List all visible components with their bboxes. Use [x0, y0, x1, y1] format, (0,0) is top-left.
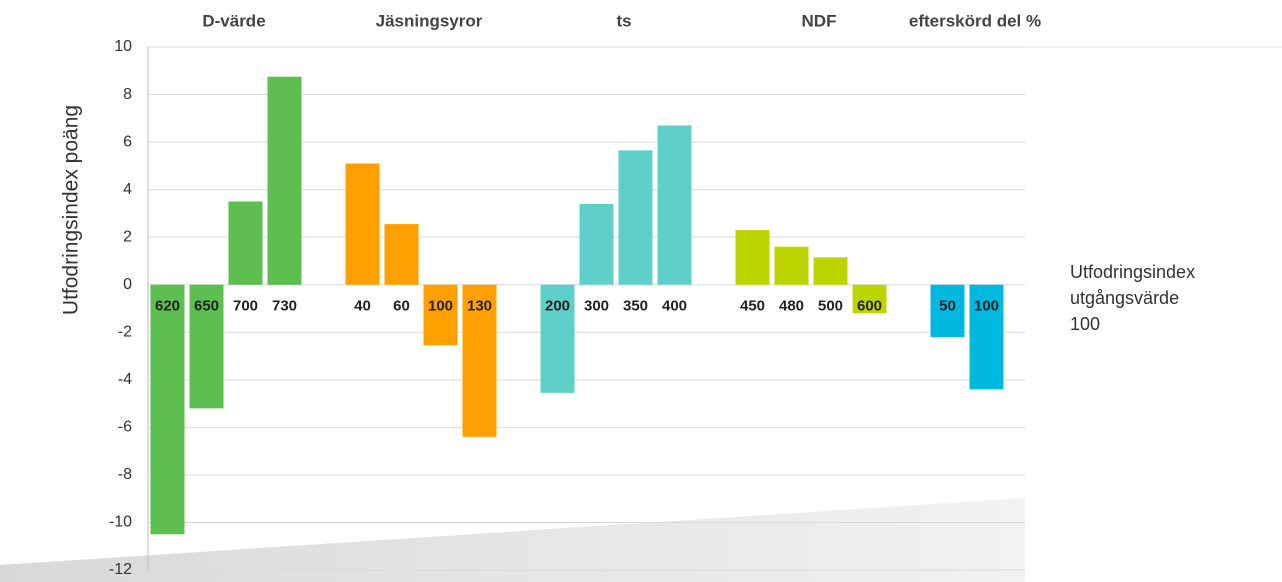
x-tick-label: 300	[584, 298, 609, 315]
y-tick-label: -12	[109, 561, 132, 578]
x-tick-label: 600	[857, 298, 882, 315]
y-tick-label: 10	[114, 38, 132, 55]
y-tick-label: -10	[109, 514, 132, 531]
y-tick-label: -8	[118, 466, 132, 483]
annotation: Utfodringsindex utgångsvärde 100	[1070, 262, 1195, 334]
decor-wedge	[0, 498, 1025, 582]
bar	[930, 284, 965, 338]
x-tick-label: 50	[939, 298, 956, 315]
bar	[150, 284, 185, 535]
x-tick-label: 650	[194, 298, 219, 315]
annotation-line: 100	[1070, 314, 1100, 334]
bar	[540, 284, 575, 393]
x-tick-label: 350	[623, 298, 648, 315]
bar	[189, 284, 224, 409]
group-label: Jäsningsyror	[376, 11, 483, 30]
y-tick-label: 0	[123, 276, 132, 293]
x-tick-label: 60	[393, 298, 410, 315]
group-label: ts	[616, 11, 631, 30]
x-tick-label: 100	[428, 298, 453, 315]
x-tick-label: 700	[233, 298, 258, 315]
x-tick-label: 400	[662, 298, 687, 315]
bar	[852, 284, 887, 314]
bar	[384, 224, 419, 285]
bar	[735, 230, 770, 285]
bar	[267, 76, 302, 285]
x-tick-label: 450	[740, 298, 765, 315]
x-tick-label: 500	[818, 298, 843, 315]
x-tick-label: 620	[155, 298, 180, 315]
group-label: D-värde	[202, 11, 265, 30]
bar	[657, 125, 692, 285]
group-label: NDF	[802, 11, 837, 30]
bar	[774, 246, 809, 285]
y-tick-label: 2	[123, 228, 132, 245]
bar	[579, 203, 614, 285]
annotation-line: utgångsvärde	[1070, 288, 1179, 308]
y-tick-label: -2	[118, 323, 132, 340]
x-tick-label: 730	[272, 298, 297, 315]
bar	[228, 201, 263, 285]
bar	[423, 284, 458, 346]
y-tick-label: 6	[123, 133, 132, 150]
y-tick-label: -4	[118, 371, 132, 388]
x-tick-label: 480	[779, 298, 804, 315]
x-tick-label: 200	[545, 298, 570, 315]
bar	[462, 284, 497, 437]
x-tick-label: 130	[467, 298, 492, 315]
annotation-line: Utfodringsindex	[1070, 262, 1195, 282]
group-label: efterskörd del %	[909, 11, 1041, 30]
y-tick-label: 8	[123, 86, 132, 103]
bar	[345, 163, 380, 285]
y-tick-label: 4	[123, 181, 132, 198]
x-tick-label: 100	[974, 298, 999, 315]
y-axis-label: Utfodringsindex poäng	[60, 105, 83, 315]
bar	[618, 150, 653, 285]
bar	[969, 284, 1004, 390]
bar	[813, 257, 848, 285]
y-tick-label: -6	[118, 419, 132, 436]
x-tick-label: 40	[354, 298, 371, 315]
